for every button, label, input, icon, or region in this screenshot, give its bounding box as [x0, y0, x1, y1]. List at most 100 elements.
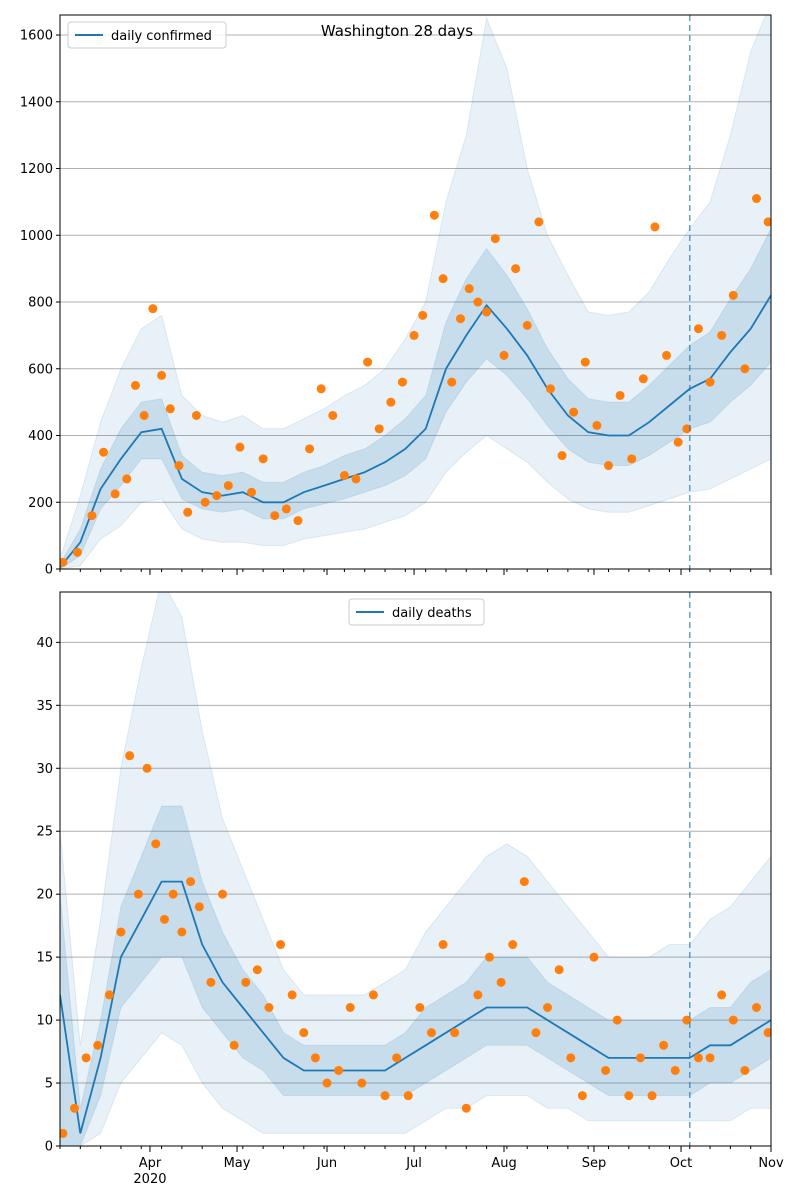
data-point: [116, 927, 126, 937]
confidence-band-outer: [60, 15, 771, 569]
data-point: [339, 471, 349, 481]
panel-1: 0 200 400 600 800 1000 1200 1400 1600 Washington …: [20, 14, 772, 578]
data-point: [157, 370, 167, 380]
data-point: [429, 210, 439, 220]
data-point: [212, 491, 222, 501]
data-point: [151, 839, 161, 849]
data-point: [554, 965, 564, 975]
data-point: [763, 1028, 771, 1038]
data-point: [473, 990, 483, 1000]
data-point: [580, 357, 590, 367]
plot-area: [60, 592, 771, 1146]
data-point: [577, 1091, 587, 1101]
data-point: [728, 1015, 738, 1025]
data-point: [662, 350, 672, 360]
axes-frame: [59, 591, 772, 1147]
x-tick-sublabel: 2020: [133, 1172, 166, 1187]
y-tick-label: 1000: [20, 229, 53, 244]
data-point: [638, 374, 648, 384]
data-point: [264, 1003, 274, 1012]
data-point: [345, 1003, 355, 1012]
series-line: [60, 880, 771, 1134]
data-point: [522, 320, 532, 330]
data-point: [490, 234, 500, 244]
y-tick-label: 400: [28, 429, 53, 444]
data-point: [194, 902, 204, 912]
y-tick-label: 40: [36, 636, 53, 651]
data-point: [464, 284, 474, 294]
data-point: [334, 1065, 344, 1075]
data-point: [705, 377, 715, 387]
data-point: [281, 504, 291, 514]
data-point: [545, 384, 555, 394]
data-point: [252, 965, 262, 975]
data-point: [627, 454, 637, 464]
data-point: [60, 557, 68, 567]
data-point: [693, 1053, 703, 1063]
data-point: [142, 763, 152, 773]
data-point: [763, 217, 771, 227]
data-point: [72, 547, 82, 557]
data-point: [438, 940, 448, 950]
y-tick-label: 10: [36, 1014, 53, 1029]
data-point: [485, 952, 495, 962]
data-point: [473, 297, 483, 307]
data-point: [635, 1053, 645, 1063]
y-tick-label: 35: [36, 699, 53, 714]
data-point: [130, 380, 140, 390]
x-tick-label: Oct: [670, 1156, 692, 1171]
y-tick-label: 600: [28, 362, 53, 377]
data-point: [270, 511, 280, 521]
data-point: [235, 442, 245, 452]
data-point: [450, 1028, 460, 1038]
data-point: [717, 990, 727, 1000]
data-point: [482, 307, 492, 317]
data-point: [159, 914, 169, 924]
x-tick-label: Jul: [405, 1156, 422, 1171]
data-point: [592, 420, 602, 430]
data-point: [139, 410, 149, 420]
legend-box: [348, 598, 485, 626]
x-tick-label: Nov: [758, 1156, 784, 1171]
data-point: [183, 507, 193, 517]
data-point: [363, 357, 373, 367]
data-point: [133, 889, 143, 899]
data-point: [305, 444, 315, 454]
data-point: [229, 1040, 239, 1050]
data-point: [200, 497, 210, 507]
data-point: [624, 1091, 634, 1101]
data-point: [447, 377, 457, 387]
data-point: [191, 410, 201, 420]
y-tick-label: 20: [36, 888, 53, 903]
data-point: [168, 889, 178, 899]
confidence-band-inner: [60, 805, 771, 1146]
data-point: [403, 1091, 413, 1101]
legend: daily deaths: [348, 598, 485, 626]
data-point: [496, 977, 506, 987]
data-point: [650, 222, 660, 232]
data-point: [603, 461, 613, 471]
y-tick-label: 15: [36, 951, 53, 966]
y-tick-label: 5: [45, 1077, 53, 1092]
data-point: [368, 990, 378, 1000]
data-point: [70, 1103, 80, 1113]
data-point: [740, 1065, 750, 1075]
data-point: [177, 927, 187, 937]
data-point: [499, 350, 509, 360]
data-point: [508, 940, 518, 950]
data-point: [247, 487, 257, 497]
y-tick-label: 1200: [20, 162, 53, 177]
data-point: [386, 397, 396, 407]
data-point: [241, 977, 251, 987]
data-point: [328, 410, 338, 420]
plot-area: [60, 15, 771, 569]
data-point: [557, 451, 567, 461]
confidence-band-outer: [60, 592, 771, 1146]
data-point: [316, 384, 326, 394]
data-point: [601, 1065, 611, 1075]
chart-title: Washington 28 days: [321, 22, 473, 40]
data-point: [461, 1103, 471, 1113]
x-tick-label: Aug: [491, 1156, 516, 1171]
legend: daily confirmed: [67, 21, 227, 49]
